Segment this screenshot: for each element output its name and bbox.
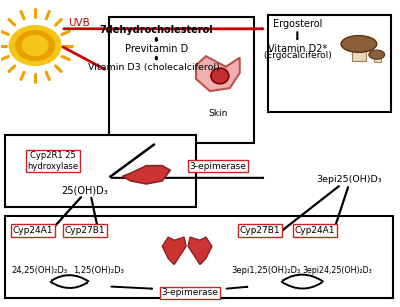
Circle shape [9, 26, 61, 65]
Ellipse shape [341, 36, 377, 52]
Text: Vitamin D3 (cholecalciferol): Vitamin D3 (cholecalciferol) [88, 63, 220, 72]
Text: Cyp24A1: Cyp24A1 [295, 226, 336, 235]
Text: 3-epimerase: 3-epimerase [190, 162, 246, 171]
FancyBboxPatch shape [268, 15, 391, 112]
Ellipse shape [369, 50, 385, 59]
Text: 3epi1,25(OH)₂D₃: 3epi1,25(OH)₂D₃ [231, 266, 300, 275]
FancyBboxPatch shape [374, 54, 381, 62]
Text: 7dehydrocholesterol: 7dehydrocholesterol [100, 25, 213, 35]
Ellipse shape [211, 68, 229, 84]
FancyBboxPatch shape [109, 17, 254, 143]
Polygon shape [188, 237, 212, 265]
Polygon shape [196, 56, 240, 91]
Text: 24,25(OH)₂D₃: 24,25(OH)₂D₃ [11, 266, 67, 275]
Text: 3-epimerase: 3-epimerase [162, 288, 218, 297]
Text: Cyp24A1: Cyp24A1 [13, 226, 54, 235]
FancyBboxPatch shape [5, 216, 393, 298]
Polygon shape [162, 237, 186, 265]
Circle shape [16, 31, 54, 60]
Text: 1,25(OH)₂D₃: 1,25(OH)₂D₃ [73, 266, 124, 275]
Text: 3epi25(OH)D₃: 3epi25(OH)D₃ [316, 175, 382, 184]
Text: Cyp2R1 25
hydroxylase: Cyp2R1 25 hydroxylase [28, 151, 78, 171]
Text: (Ergocalciferol): (Ergocalciferol) [263, 51, 332, 60]
Text: Cyp27B1: Cyp27B1 [239, 226, 280, 235]
Text: 3epi24,25(OH)₂D₃: 3epi24,25(OH)₂D₃ [302, 266, 372, 275]
Polygon shape [122, 166, 170, 184]
Text: Previtamin D: Previtamin D [125, 44, 188, 54]
Text: 25(OH)D₃: 25(OH)D₃ [62, 186, 108, 196]
Text: Cyp27B1: Cyp27B1 [64, 226, 105, 235]
FancyBboxPatch shape [352, 43, 366, 61]
Text: Skin: Skin [208, 110, 228, 119]
Text: Vitamin D2*: Vitamin D2* [268, 44, 327, 53]
Text: UVB: UVB [68, 18, 90, 28]
Circle shape [22, 36, 48, 55]
FancyBboxPatch shape [5, 135, 196, 207]
Text: Ergosterol: Ergosterol [273, 19, 322, 29]
